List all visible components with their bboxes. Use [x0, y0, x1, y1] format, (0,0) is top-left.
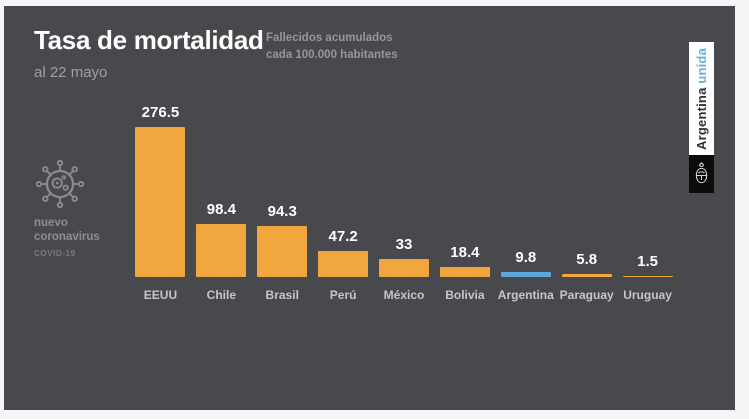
covid19-label: COVID-19 [34, 248, 76, 258]
bar-brasil [257, 225, 308, 277]
bar-column-bolivia: 18.4 Bolivia [434, 97, 495, 302]
units-note: Fallecidos acumulados cada 100.000 habit… [266, 30, 398, 63]
bar-chile [196, 223, 247, 277]
coat-of-arms-badge [689, 155, 714, 193]
coronavirus-label: nuevo coronavirus [34, 216, 140, 245]
bar-category-label-uruguay: Uruguay [623, 288, 672, 302]
bar-category-label-mexico: México [383, 288, 425, 302]
bar-value-label-paraguay: 5.8 [576, 250, 598, 268]
bar-stack: 276.5 [130, 97, 191, 277]
page-title: Tasa de mortalidad [34, 25, 264, 55]
bar-value-label-eeuu: 276.5 [141, 104, 180, 121]
bar-column-brasil: 94.3 Brasil [252, 97, 313, 302]
argentina-unida-banner: Argentina unida [689, 42, 714, 193]
bar-value-label-argentina: 9.8 [515, 248, 537, 266]
bar-value-label-bolivia: 18.4 [450, 244, 480, 262]
bar-uruguay [622, 275, 673, 277]
bar-category-label-peru: Perú [329, 288, 357, 302]
bar-category-label-eeuu: EEUU [143, 288, 178, 302]
chart-panel: Tasa de mortalidad al 22 mayo Fallecidos… [4, 6, 735, 410]
units-note-line2: cada 100.000 habitantes [266, 48, 398, 61]
bar-value-label-uruguay: 1.5 [637, 252, 658, 270]
bar-column-chile: 98.4 Chile [191, 97, 252, 302]
bar-category-label-paraguay: Paraguay [559, 288, 614, 302]
bar-stack: 33 [374, 97, 435, 277]
bar-category-label-argentina: Argentina [497, 288, 554, 302]
bar-column-uruguay: 1.5 Uruguay [617, 97, 678, 302]
header: Tasa de mortalidad al 22 mayo [34, 26, 264, 81]
bar-stack: 47.2 [313, 97, 374, 277]
bar-column-paraguay: 5.8 Paraguay [556, 97, 617, 302]
banner-text: Argentina unida [694, 48, 709, 150]
bar-stack: 1.5 [617, 97, 678, 277]
bar-column-peru: 47.2 Perú [313, 97, 374, 302]
coronavirus-label-line1: nuevo [34, 217, 68, 229]
argentina-coat-of-arms-icon [695, 162, 708, 184]
banner-text-argentina: Argentina [694, 87, 709, 150]
units-note-line1: Fallecidos acumulados [266, 32, 393, 44]
bar-chart: 276.5 EEUU 98.4 Chile 94.3 Brasil 47.2 Perú 33 Mé… [130, 97, 678, 302]
bar-stack: 9.8 [495, 97, 556, 277]
bar-value-label-chile: 98.4 [206, 200, 236, 218]
bar-paraguay [561, 273, 612, 277]
bar-stack: 98.4 [191, 97, 252, 277]
bar-value-label-peru: 47.2 [328, 228, 358, 246]
bar-category-label-brasil: Brasil [265, 288, 299, 302]
bar-argentina [500, 271, 551, 277]
bar-eeuu [135, 127, 186, 277]
bar-column-eeuu: 276.5 EEUU [130, 97, 191, 302]
coronavirus-label-line2: coronavirus [34, 231, 100, 244]
bar-stack: 18.4 [434, 97, 495, 277]
bar-column-mexico: 33 México [374, 97, 435, 302]
coronavirus-badge: nuevo coronavirus COVID-19 [30, 156, 140, 258]
banner-text-unida: unida [694, 47, 709, 84]
bar-peru [318, 251, 369, 277]
bar-stack: 94.3 [252, 97, 313, 277]
page-subtitle: al 22 mayo [34, 63, 108, 81]
bar-value-label-brasil: 94.3 [267, 202, 297, 220]
bar-category-label-bolivia: Bolivia [445, 288, 485, 302]
bar-bolivia [439, 267, 490, 277]
coronavirus-icon [35, 159, 85, 209]
bar-column-argentina: 9.8 Argentina [495, 97, 556, 302]
bar-stack: 5.8 [556, 97, 617, 277]
banner-strip: Argentina unida [689, 42, 714, 155]
bar-category-label-chile: Chile [206, 288, 236, 302]
bar-mexico [379, 259, 429, 277]
bar-value-label-mexico: 33 [395, 236, 413, 254]
